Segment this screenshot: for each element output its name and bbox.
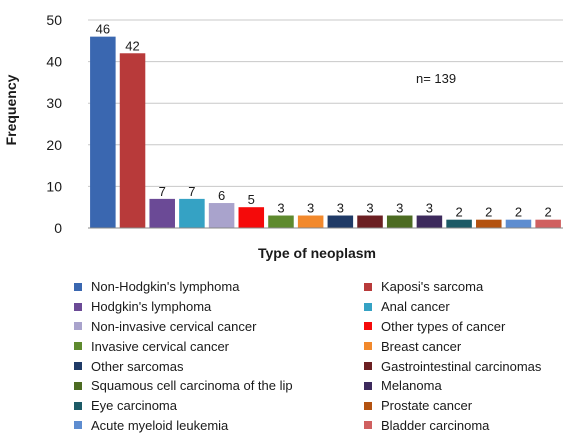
legend-item: Breast cancer	[364, 336, 574, 356]
data-label: 2	[515, 205, 522, 220]
bar	[327, 215, 354, 228]
bar	[238, 207, 265, 228]
legend-item: Other sarcomas	[74, 356, 364, 376]
y-tick-label: 20	[46, 137, 62, 153]
legend-swatch	[364, 421, 372, 430]
legend-item: Bladder carcinoma	[364, 416, 574, 436]
x-axis-label: Type of neoplasm	[258, 245, 376, 261]
data-label: 7	[159, 184, 166, 199]
legend: Non-Hodgkin's lymphoma Kaposi's sarcoma Ho…	[74, 277, 574, 435]
data-label: 46	[96, 22, 110, 37]
legend-item: Melanoma	[364, 376, 574, 396]
legend-label: Prostate cancer	[381, 398, 473, 414]
y-tick-label: 0	[54, 220, 62, 236]
legend-swatch	[74, 322, 82, 331]
data-label: 3	[277, 201, 284, 216]
legend-label: Hodgkin's lymphoma	[91, 299, 212, 315]
data-label: 3	[337, 201, 344, 216]
legend-label: Melanoma	[381, 378, 442, 394]
legend-item: Kaposi's sarcoma	[364, 277, 574, 297]
legend-swatch	[74, 282, 82, 291]
bar	[416, 215, 443, 228]
bar	[535, 219, 561, 228]
legend-item: Squamous cell carcinoma of the lip	[74, 376, 364, 396]
legend-swatch	[364, 282, 372, 291]
data-label: 6	[218, 188, 225, 203]
y-tick-label: 40	[46, 54, 62, 70]
y-tick-label: 10	[46, 178, 62, 194]
legend-label: Acute myeloid leukemia	[91, 417, 229, 433]
data-label: 3	[426, 201, 433, 216]
data-label: 5	[248, 192, 255, 207]
bar	[297, 215, 324, 228]
bar	[446, 219, 472, 228]
y-tick-label: 50	[46, 12, 62, 28]
y-axis-label: Frequency	[3, 74, 19, 145]
data-label: 42	[125, 38, 139, 53]
legend-label: Non-invasive cervical cancer	[91, 318, 257, 334]
legend-swatch	[74, 362, 82, 371]
legend-label: Kaposi's sarcoma	[381, 279, 484, 295]
data-label: 2	[455, 205, 462, 220]
legend-label: Breast cancer	[381, 338, 462, 354]
legend-swatch	[364, 302, 372, 311]
data-label: 3	[396, 201, 403, 216]
legend-swatch	[74, 401, 82, 410]
legend-label: Other sarcomas	[91, 358, 184, 374]
data-label: 3	[366, 201, 373, 216]
legend-item: Other types of cancer	[364, 317, 574, 337]
legend-item: Prostate cancer	[364, 396, 574, 416]
bar	[149, 198, 175, 228]
data-labels: 46 42 7 7 6 5 3 3 3 3 3 3 2 2 2 2	[96, 22, 552, 220]
legend-label: Other types of cancer	[381, 318, 506, 334]
y-axis-ticks: 0 10 20 30 40 50	[46, 12, 62, 236]
legend-label: Gastrointestinal carcinomas	[381, 358, 542, 374]
legend-item: Acute myeloid leukemia	[74, 416, 364, 436]
legend-label: Anal cancer	[381, 299, 450, 315]
legend-item: Invasive cervical cancer	[74, 336, 364, 356]
bar	[179, 198, 205, 228]
bar	[90, 36, 116, 228]
legend-swatch	[364, 342, 372, 351]
data-label: 7	[188, 184, 195, 199]
legend-item: Eye carcinoma	[74, 396, 364, 416]
sample-size-annotation: n= 139	[416, 71, 456, 86]
legend-label: Non-Hodgkin's lymphoma	[91, 279, 240, 295]
bar	[119, 53, 146, 228]
legend-swatch	[74, 381, 82, 390]
legend-item: Non-Hodgkin's lymphoma	[74, 277, 364, 297]
legend-swatch	[74, 421, 82, 430]
bar	[505, 219, 532, 228]
legend-label: Eye carcinoma	[91, 398, 177, 414]
legend-swatch	[74, 302, 82, 311]
legend-swatch	[364, 401, 372, 410]
bar	[268, 215, 294, 228]
legend-label: Bladder carcinoma	[381, 417, 490, 433]
legend-swatch	[364, 322, 372, 331]
legend-item: Gastrointestinal carcinomas	[364, 356, 574, 376]
bar	[476, 219, 502, 228]
bars	[90, 36, 561, 228]
data-label: 2	[545, 205, 552, 220]
legend-label: Squamous cell carcinoma of the lip	[91, 378, 293, 394]
bar	[386, 215, 413, 228]
gridlines	[88, 19, 563, 187]
bar	[208, 203, 235, 228]
legend-item: Anal cancer	[364, 297, 574, 317]
y-tick-label: 30	[46, 95, 62, 111]
data-label: 2	[485, 205, 492, 220]
legend-label: Invasive cervical cancer	[91, 338, 229, 354]
legend-item: Hodgkin's lymphoma	[74, 297, 364, 317]
bar	[357, 215, 383, 228]
legend-swatch	[74, 342, 82, 351]
legend-item: Non-invasive cervical cancer	[74, 317, 364, 337]
legend-swatch	[364, 362, 372, 371]
data-label: 3	[307, 201, 314, 216]
legend-swatch	[364, 381, 372, 390]
